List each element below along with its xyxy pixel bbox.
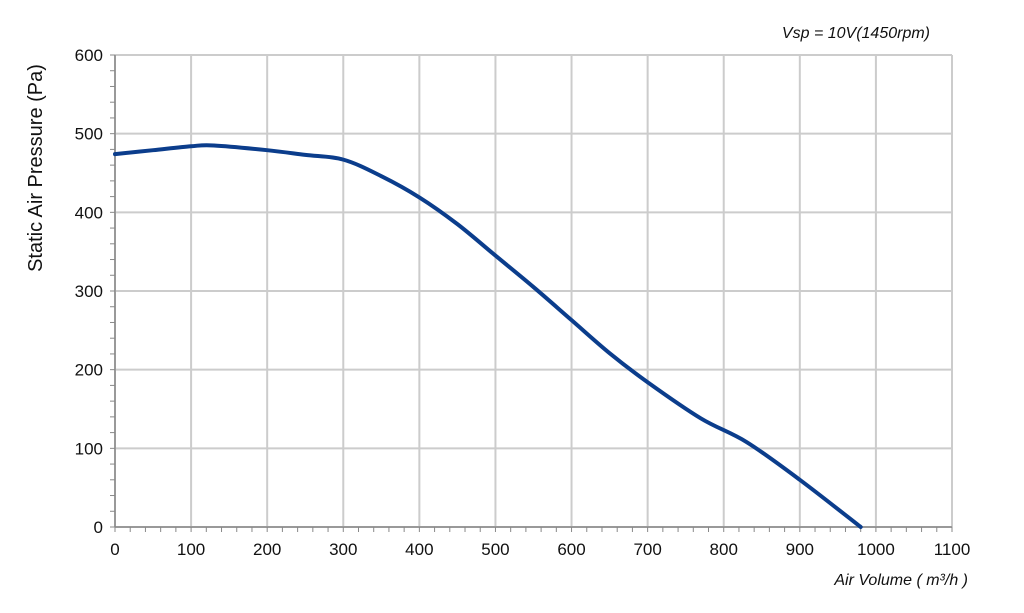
y-tick-label: 300 <box>75 282 103 301</box>
y-tick-label: 0 <box>94 518 103 537</box>
grid <box>114 54 953 528</box>
y-tick-label: 100 <box>75 439 103 458</box>
x-tick-label: 500 <box>481 540 509 559</box>
series-layer <box>113 143 863 529</box>
x-tick-label: 400 <box>405 540 433 559</box>
x-tick-label: 800 <box>710 540 738 559</box>
y-tick-label: 500 <box>75 125 103 144</box>
x-tick-label: 300 <box>329 540 357 559</box>
x-tick-label: 1000 <box>857 540 895 559</box>
x-axis-label: Air Volume ( m³/h ) <box>833 572 968 589</box>
x-tick-label: 900 <box>786 540 814 559</box>
axes <box>110 54 953 532</box>
speed-annotation: Vsp = 10V(1450rpm) <box>782 25 930 42</box>
x-tick-label: 1100 <box>934 540 971 559</box>
y-axis-label: Static Air Pressure (Pa) <box>25 64 47 272</box>
y-tick-label: 200 <box>75 361 103 380</box>
x-tick-label: 0 <box>110 540 119 559</box>
tick-labels: 0 100 200 300 400 500 600 700 800 900 1000 1100 0 100… <box>75 46 971 559</box>
x-tick-label: 700 <box>633 540 661 559</box>
x-tick-label: 100 <box>177 540 205 559</box>
x-tick-label: 200 <box>253 540 281 559</box>
x-tick-label: 600 <box>557 540 585 559</box>
y-tick-label: 600 <box>75 46 103 65</box>
y-tick-label: 400 <box>75 203 103 222</box>
pressure-curve <box>113 143 863 529</box>
